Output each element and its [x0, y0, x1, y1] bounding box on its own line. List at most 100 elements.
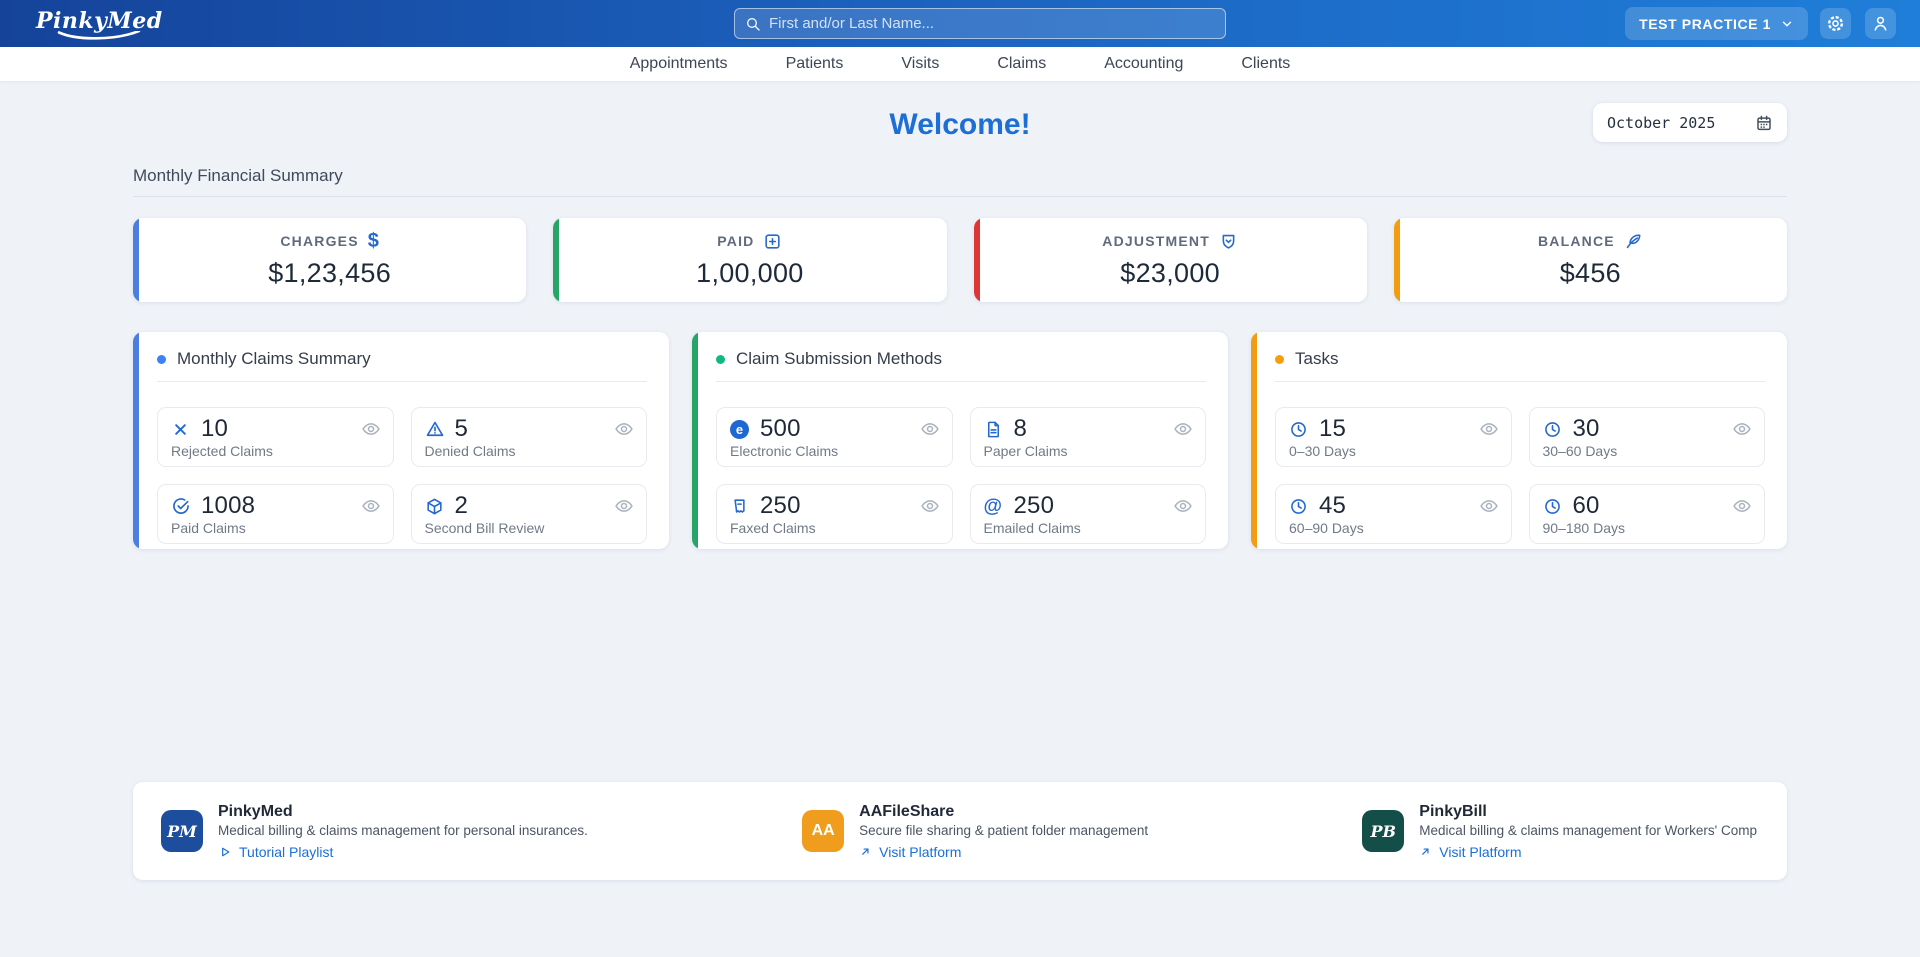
- check-circle-icon: [171, 496, 193, 516]
- product-link-label: Visit Platform: [879, 843, 962, 860]
- tile-emailed-claims: @ 250 Emailed Claims: [969, 484, 1206, 544]
- stat-value: $1,23,456: [268, 258, 392, 288]
- search-input[interactable]: [769, 15, 1215, 32]
- tab-visits[interactable]: Visits: [901, 55, 940, 72]
- eye-icon[interactable]: [920, 419, 940, 439]
- tile-label: Electronic Claims: [730, 443, 839, 459]
- eye-icon[interactable]: [1732, 419, 1752, 439]
- electronic-e-icon: e: [730, 419, 752, 439]
- tile-value: 30: [1572, 415, 1600, 442]
- stat-label: ADJUSTMENT: [1102, 233, 1210, 249]
- tab-appointments[interactable]: Appointments: [629, 55, 728, 72]
- panel-dot: [1275, 354, 1284, 364]
- page-title: Welcome!: [889, 108, 1031, 141]
- panel-title: Claim Submission Methods: [736, 349, 942, 368]
- date-picker-value: October 2025: [1607, 113, 1716, 132]
- tile-paper-claims: 8 Paper Claims: [969, 407, 1206, 467]
- panel-divider: [716, 381, 1206, 382]
- card-accent: [973, 218, 980, 302]
- product-aafileshare: AA AAFileShare Secure file sharing & pat…: [802, 803, 1148, 860]
- aafileshare-logo: AA: [802, 810, 845, 852]
- tile-faxed-claims: 250 Faxed Claims: [716, 484, 953, 544]
- tile-rejected-claims: 10 Rejected Claims: [157, 407, 394, 467]
- tile-value: 60: [1572, 492, 1600, 519]
- visit-platform-link[interactable]: Visit Platform: [859, 844, 1148, 860]
- eye-icon[interactable]: [361, 419, 381, 439]
- financial-summary-divider: [133, 196, 1787, 197]
- tile-value: 5: [454, 415, 469, 442]
- tab-accounting[interactable]: Accounting: [1104, 55, 1184, 72]
- panel-dot: [716, 354, 725, 364]
- tile-90-180-days: 60 90–180 Days: [1528, 484, 1765, 544]
- tile-30-60-days: 30 30–60 Days: [1528, 407, 1765, 467]
- eye-icon[interactable]: [614, 496, 634, 516]
- tile-0-30-days: 15 0–30 Days: [1275, 407, 1512, 467]
- product-pinkybill: PB PinkyBill Medical billing & claims ma…: [1362, 803, 1757, 860]
- card-accent: [1393, 218, 1400, 302]
- tile-label: Denied Claims: [424, 443, 516, 459]
- tile-value: 15: [1319, 415, 1347, 442]
- practice-selector-label: TEST PRACTICE 1: [1639, 15, 1771, 32]
- plus-square-icon: [763, 232, 782, 251]
- panel-divider: [1275, 381, 1765, 382]
- tile-label: Paper Claims: [983, 443, 1068, 459]
- stat-label: PAID: [717, 233, 755, 249]
- play-icon: [218, 845, 232, 859]
- tab-claims[interactable]: Claims: [997, 55, 1047, 72]
- panel-accent: [133, 332, 139, 549]
- tile-label: Paid Claims: [171, 520, 246, 536]
- eye-icon[interactable]: [920, 496, 940, 516]
- tile-denied-claims: 5 Denied Claims: [410, 407, 647, 467]
- date-picker[interactable]: October 2025: [1593, 103, 1787, 142]
- calendar-icon: [1755, 114, 1773, 132]
- panel-title: Tasks: [1295, 349, 1339, 368]
- eye-icon[interactable]: [614, 419, 634, 439]
- tab-patients[interactable]: Patients: [785, 55, 844, 72]
- user-account-button[interactable]: [1865, 8, 1896, 39]
- feather-icon: [1624, 232, 1643, 251]
- navbar-actions: TEST PRACTICE 1: [1625, 7, 1896, 40]
- tile-label: 0–30 Days: [1289, 443, 1356, 459]
- fax-icon: [730, 497, 752, 516]
- product-pinkymed: PM PinkyMed Medical billing & claims man…: [161, 803, 588, 860]
- stat-value: $456: [1559, 257, 1621, 288]
- product-name: AAFileShare: [859, 802, 955, 820]
- tile-value: 2: [454, 492, 469, 519]
- tile-electronic-claims: e 500 Electronic Claims: [716, 407, 953, 467]
- eye-icon[interactable]: [1479, 496, 1499, 516]
- tile-value: 250: [760, 492, 801, 519]
- panel-divider: [157, 381, 647, 382]
- pinkybill-logo: PB: [1362, 810, 1405, 852]
- eye-icon[interactable]: [1173, 419, 1193, 439]
- product-link-label: Tutorial Playlist: [239, 843, 334, 860]
- dashboard-main: Welcome! October 2025 Monthly Financial …: [133, 103, 1787, 880]
- tile-value: 10: [201, 415, 229, 442]
- panel-dot: [157, 354, 166, 364]
- eye-icon[interactable]: [361, 496, 381, 516]
- tab-clients[interactable]: Clients: [1241, 55, 1291, 72]
- tutorial-playlist-link[interactable]: Tutorial Playlist: [218, 844, 588, 860]
- products-footer: PM PinkyMed Medical billing & claims man…: [133, 782, 1787, 880]
- settings-button[interactable]: [1820, 8, 1851, 39]
- visit-platform-link[interactable]: Visit Platform: [1419, 844, 1757, 860]
- financial-summary-title: Monthly Financial Summary: [133, 166, 343, 185]
- tile-value: 250: [1013, 492, 1055, 519]
- product-name: PinkyBill: [1419, 802, 1487, 820]
- eye-icon[interactable]: [1732, 496, 1752, 516]
- practice-selector-button[interactable]: TEST PRACTICE 1: [1625, 7, 1808, 40]
- stat-value: $23,000: [1120, 257, 1220, 288]
- clock-icon: [1289, 420, 1311, 439]
- panel-title: Monthly Claims Summary: [177, 349, 371, 368]
- eye-icon[interactable]: [1173, 496, 1193, 516]
- card-accent: [133, 218, 139, 302]
- card-accent: [553, 218, 560, 302]
- panel-accent: [692, 332, 698, 549]
- eye-icon[interactable]: [1479, 419, 1499, 439]
- cube-icon: [425, 497, 447, 516]
- panel-monthly-claims-summary: Monthly Claims Summary 10 Rejected Claim…: [133, 332, 669, 549]
- gear-icon: [1826, 14, 1845, 33]
- stat-card-charges: CHARGES $ $1,23,456: [133, 218, 527, 302]
- clock-icon: [1289, 497, 1311, 516]
- app-logo[interactable]: PinkyMed: [36, 10, 163, 40]
- tile-60-90-days: 45 60–90 Days: [1275, 484, 1512, 544]
